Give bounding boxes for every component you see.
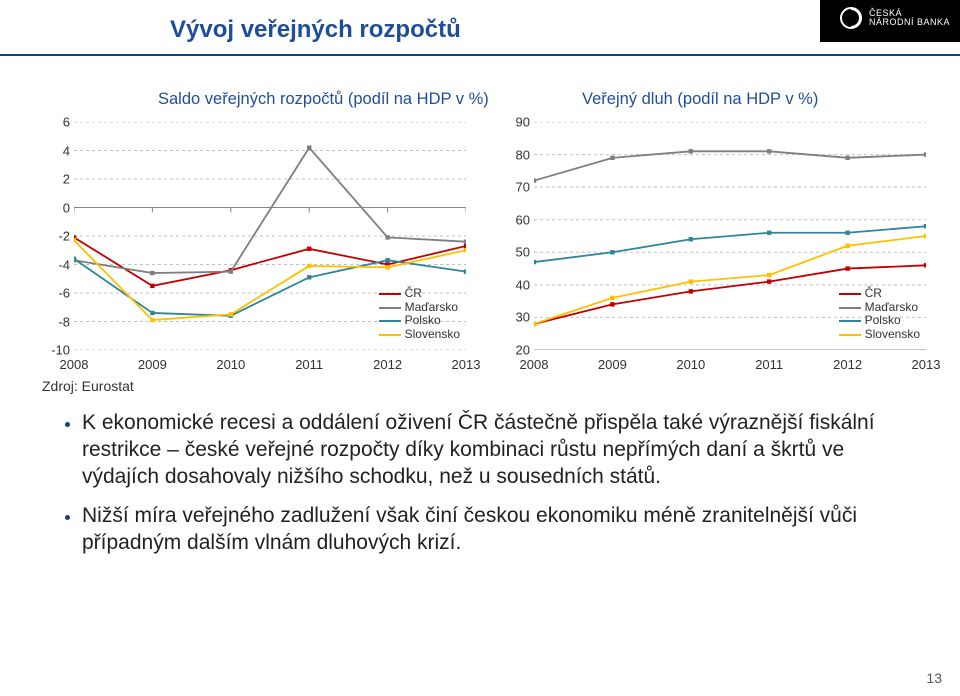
- y-tick-label: 40: [500, 277, 530, 292]
- legend-swatch: [839, 293, 861, 295]
- x-tick-label: 2009: [138, 357, 167, 372]
- legend-swatch: [379, 293, 401, 295]
- y-tick-label: 4: [40, 143, 70, 158]
- legend-item: Polsko: [839, 314, 920, 328]
- x-tick-label: 2008: [520, 357, 549, 372]
- bullet-item: K ekonomické recesi a oddálení oživení Č…: [82, 410, 900, 491]
- legend-swatch: [379, 307, 401, 309]
- logo-text-line2: NÁRODNÍ BANKA: [869, 18, 950, 27]
- legend-item: ČR: [379, 287, 460, 301]
- legend-label: ČR: [865, 287, 882, 301]
- x-tick-label: 2012: [373, 357, 402, 372]
- y-tick-label: -6: [40, 286, 70, 301]
- x-tick-label: 2012: [833, 357, 862, 372]
- x-tick-label: 2013: [452, 357, 481, 372]
- x-tick-label: 2011: [755, 357, 783, 372]
- cnb-logo-icon: [839, 6, 863, 30]
- legend-label: Slovensko: [405, 328, 460, 342]
- chart-left-legend: ČRMaďarskoPolskoSlovensko: [379, 287, 460, 342]
- y-tick-label: 50: [500, 245, 530, 260]
- legend-label: Polsko: [865, 314, 901, 328]
- page-title: Vývoj veřejných rozpočtů: [170, 16, 461, 44]
- legend-label: Maďarsko: [865, 301, 918, 315]
- y-tick-label: -10: [40, 343, 70, 358]
- legend-swatch: [379, 320, 401, 322]
- legend-swatch: [379, 334, 401, 336]
- page-number: 13: [926, 670, 942, 686]
- legend-swatch: [839, 307, 861, 309]
- logo: ČESKÁ NÁRODNÍ BANKA: [839, 6, 950, 30]
- chart-right-title: Veřejný dluh (podíl na HDP v %): [582, 90, 818, 109]
- x-tick-label: 2009: [598, 357, 627, 372]
- chart-left: ČRMaďarskoPolskoSlovensko -10 -8 -6 -4 -2 0 2 4…: [40, 122, 470, 372]
- chart-right: ČRMaďarskoPolskoSlovensko 20 30 40 50 60 70 80…: [500, 122, 930, 372]
- legend-label: Slovensko: [865, 328, 920, 342]
- legend-item: Slovensko: [379, 328, 460, 342]
- y-tick-label: 70: [500, 180, 530, 195]
- y-tick-label: 20: [500, 343, 530, 358]
- x-tick-label: 2011: [295, 357, 323, 372]
- y-tick-label: 0: [40, 200, 70, 215]
- bullet-item: Nižší míra veřejného zadlužení však činí…: [82, 503, 900, 557]
- legend-label: ČR: [405, 287, 422, 301]
- y-tick-label: -4: [40, 257, 70, 272]
- legend-swatch: [839, 334, 861, 336]
- y-tick-label: -2: [40, 229, 70, 244]
- y-tick-label: 30: [500, 310, 530, 325]
- y-tick-label: 6: [40, 115, 70, 130]
- x-tick-label: 2010: [216, 357, 245, 372]
- source-label: Zdroj: Eurostat: [42, 378, 134, 394]
- legend-item: Maďarsko: [839, 301, 920, 315]
- y-tick-label: 90: [500, 115, 530, 130]
- legend-swatch: [839, 320, 861, 322]
- x-tick-label: 2013: [912, 357, 941, 372]
- y-tick-label: 2: [40, 172, 70, 187]
- legend-label: Maďarsko: [405, 301, 458, 315]
- y-tick-label: -8: [40, 314, 70, 329]
- y-tick-label: 60: [500, 212, 530, 227]
- chart-right-legend: ČRMaďarskoPolskoSlovensko: [839, 287, 920, 342]
- bullet-list: K ekonomické recesi a oddálení oživení Č…: [60, 410, 900, 568]
- y-tick-label: 80: [500, 147, 530, 162]
- legend-item: Maďarsko: [379, 301, 460, 315]
- x-tick-label: 2010: [676, 357, 705, 372]
- legend-label: Polsko: [405, 314, 441, 328]
- legend-item: Polsko: [379, 314, 460, 328]
- legend-item: ČR: [839, 287, 920, 301]
- x-tick-label: 2008: [60, 357, 89, 372]
- chart-left-title: Saldo veřejných rozpočtů (podíl na HDP v…: [158, 90, 489, 109]
- legend-item: Slovensko: [839, 328, 920, 342]
- title-divider: [0, 54, 960, 56]
